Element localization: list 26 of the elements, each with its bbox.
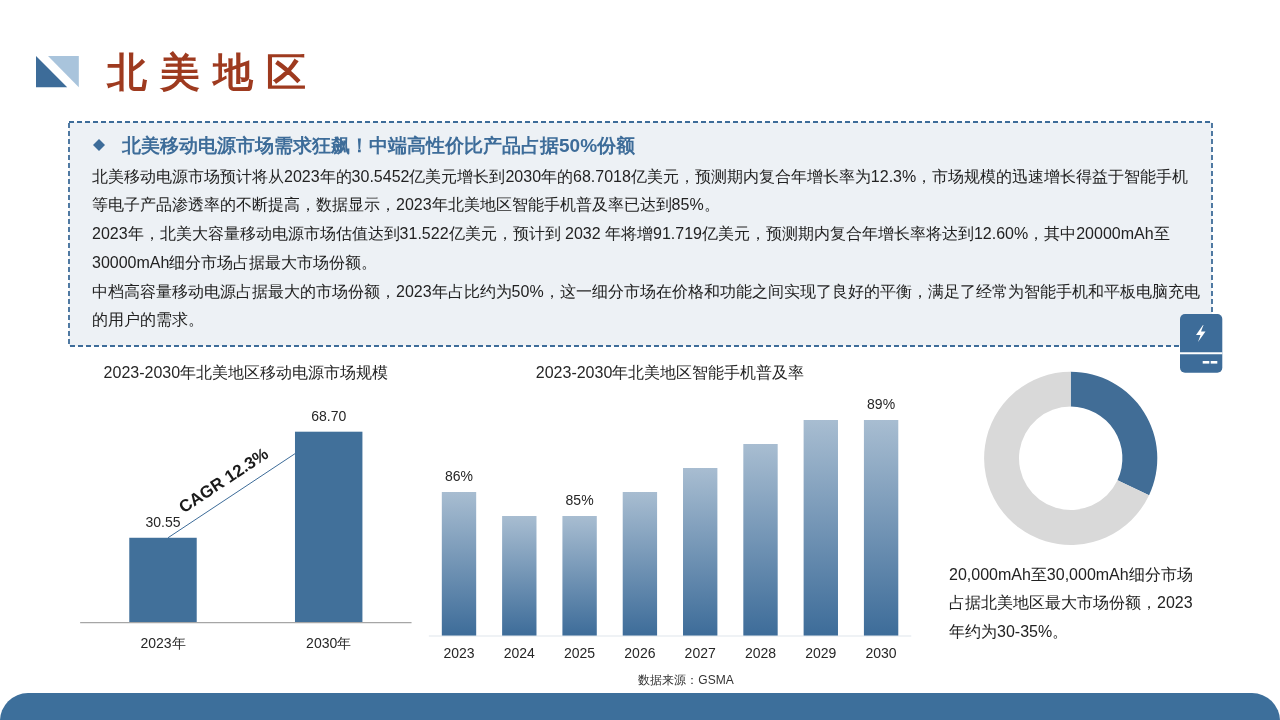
text: 2023年，北美大容量移动电源市场估值达到31.522亿美元，预计到 2032 年将增91.719亿美元，预测期内复合年增长率将达到12.60%，其中20000mAh至30000mAh细分市场占据最大市场份额。: [92, 224, 1171, 273]
data-label: 89%: [867, 396, 896, 412]
text: 北美移动电源市场预计将从2023年的30.5452亿美元增长到2030年的68.7018亿美元，预测期内复合年增长率为12.3%，市场规模的迅速增长得益于智能手机等电子产品渗透率的不断提高，数据显示，2023年北美地区智能手机普及率已达到85%。: [92, 166, 1190, 216]
text: 北美移动电源市场需求狂飙！中端高性价比产品占据50%份额: [121, 134, 637, 156]
x-tick-label: 2026: [624, 645, 656, 661]
source-note: 数据来源：GSMA: [638, 673, 734, 687]
x-tick-label: 2023: [443, 645, 475, 661]
donut-slice: [1070, 371, 1158, 496]
donut-slice: [984, 371, 1150, 545]
data-label: 68.70: [311, 407, 347, 424]
x-tick-label: 2030: [865, 645, 897, 661]
chart-title: 2023-2030年北美地区移动电源市场规模: [103, 363, 389, 381]
data-label: 86%: [444, 468, 474, 484]
x-tick-label: 2029: [805, 645, 837, 661]
x-tick-label: 2028: [744, 645, 777, 661]
x-tick-label: 2027: [684, 645, 716, 661]
x-tick-label: 2023年: [140, 635, 186, 651]
text: 中档高容量移动电源占据最大的市场份额，2023年占比约为50%，这一细分市场在价格和功能之间实现了良好的平衡，满足了经常为智能手机和平板电脑充电的用户的需求。: [92, 281, 1201, 331]
x-tick-label: 2024: [503, 645, 536, 661]
text: 北美地区: [106, 50, 319, 94]
data-label: 85%: [565, 492, 594, 508]
text: 20,000mAh至30,000mAh细分市场占据北美地区最大市场份额，2023年约为30-35%。: [949, 565, 1194, 642]
x-tick-label: 2030年: [306, 635, 352, 651]
x-tick-label: 2025: [564, 645, 596, 661]
chart-title: 2023-2030年北美地区智能手机普及率: [535, 363, 805, 381]
data-label: 30.55: [145, 513, 181, 530]
